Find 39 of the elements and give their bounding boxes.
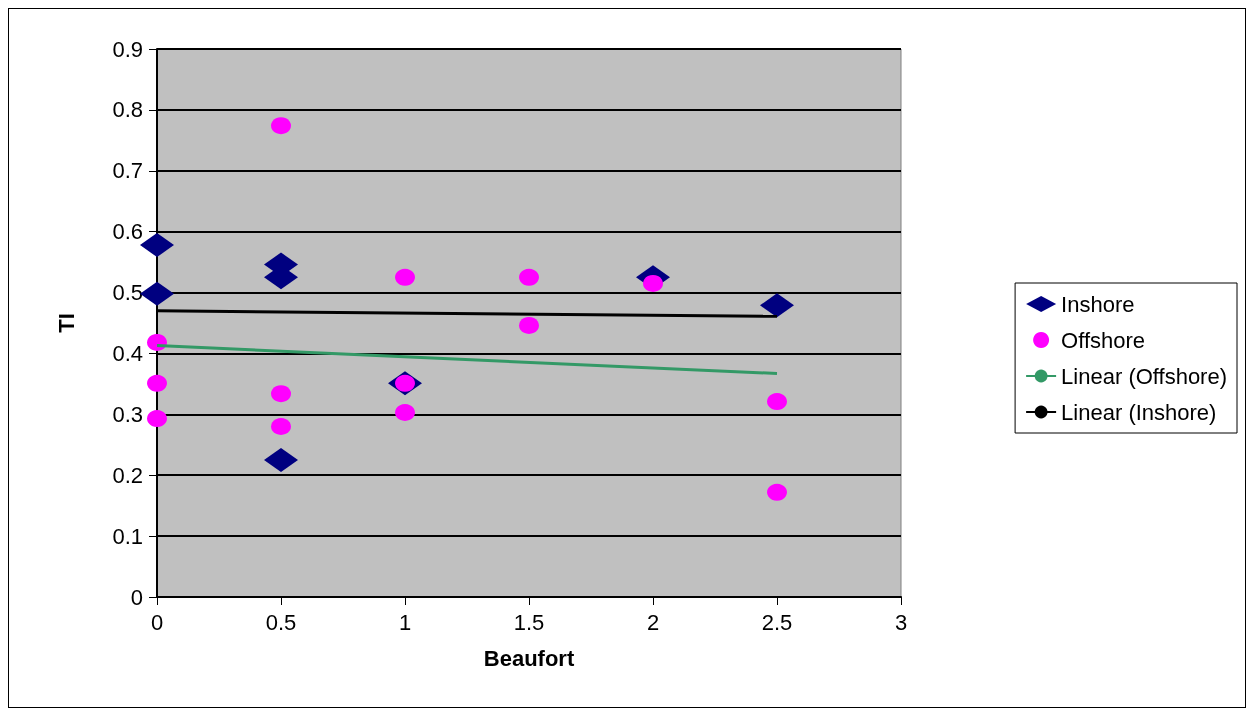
y-tick-label: 0.3: [112, 401, 143, 427]
x-tick-label: 1.5: [513, 609, 545, 635]
legend-label: Inshore: [1061, 291, 1135, 317]
point: [767, 393, 787, 411]
y-tick-label: 0: [130, 584, 143, 610]
legend-label: Linear (Inshore): [1061, 399, 1217, 425]
legend-label: Linear (Offshore): [1061, 363, 1228, 389]
point: [264, 448, 298, 472]
point: [140, 233, 174, 258]
point: [147, 374, 167, 392]
y-tick-label: 0.9: [112, 36, 143, 62]
y-tick-label: 0.4: [112, 340, 143, 366]
x-tick-label: 2.5: [761, 609, 793, 635]
x-tick-label: 0.5: [265, 609, 297, 635]
point: [519, 268, 539, 286]
x-axis-title: Beaufort: [483, 645, 575, 671]
y-tick-label: 0.5: [112, 280, 143, 306]
x-tick-label: 2: [646, 609, 660, 635]
point: [271, 418, 291, 436]
y-tick-label: 0.7: [112, 158, 143, 184]
y-tick-label: 0.8: [112, 97, 143, 123]
y-tick-label: 0.2: [112, 462, 143, 488]
point: [519, 316, 539, 334]
y-tick-label: 0.1: [112, 523, 143, 549]
point: [760, 293, 794, 318]
point: [271, 117, 291, 135]
point: [643, 274, 663, 292]
y-axis-title: TI: [53, 313, 79, 333]
x-tick-label: 0: [150, 609, 164, 635]
x-tick-label: 1: [398, 609, 412, 635]
x-tick-label: 3: [894, 609, 908, 635]
point: [395, 268, 415, 286]
legend-label: Offshore: [1061, 327, 1146, 353]
point: [767, 483, 787, 501]
point: [271, 385, 291, 403]
point: [140, 281, 174, 306]
point: [395, 404, 415, 421]
point: [147, 410, 167, 428]
y-tick-label: 0.6: [112, 219, 143, 245]
